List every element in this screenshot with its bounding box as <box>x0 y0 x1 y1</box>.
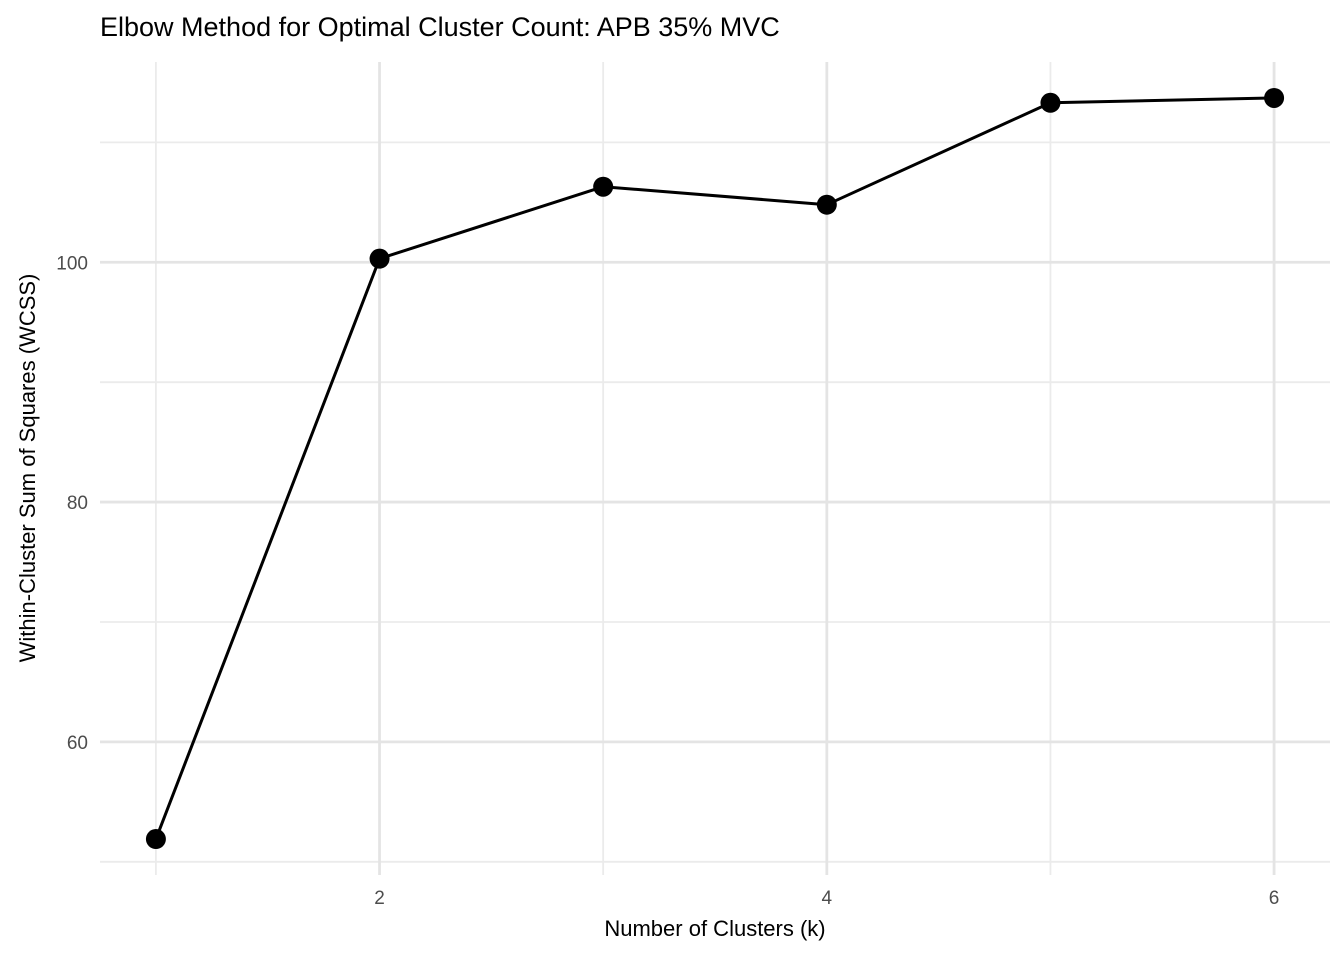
wcss-line <box>154 96 1276 841</box>
y-tick-label: 60 <box>67 733 88 754</box>
data-point <box>145 829 166 850</box>
y-axis-label: Within-Cluster Sum of Squares (WCSS) <box>15 273 40 663</box>
x-axis-label: Number of Clusters (k) <box>604 916 826 941</box>
data-point <box>593 176 614 197</box>
x-tick-label: 4 <box>822 888 833 909</box>
y-tick-label: 80 <box>67 493 88 514</box>
x-tick-label: 2 <box>374 888 385 909</box>
y-tick-label: 100 <box>56 253 88 274</box>
data-point <box>1040 92 1061 113</box>
x-tick-label: 6 <box>1269 888 1280 909</box>
data-point <box>369 248 390 269</box>
data-point <box>816 194 837 215</box>
chart-title: Elbow Method for Optimal Cluster Count: … <box>100 12 780 42</box>
data-point <box>1264 87 1285 108</box>
